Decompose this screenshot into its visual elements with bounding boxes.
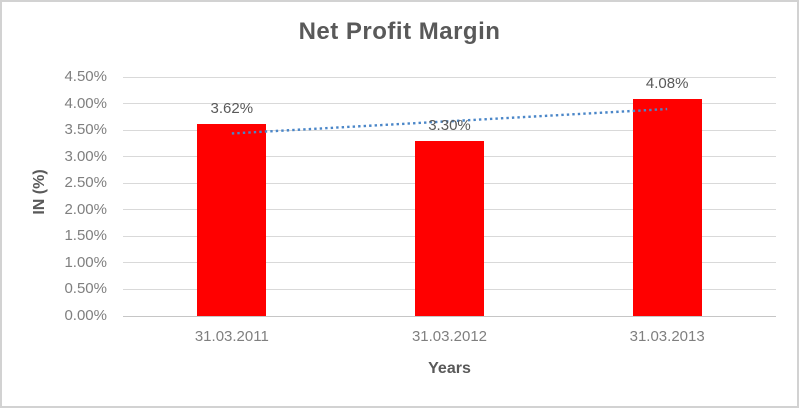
y-tick-label: 4.50% — [64, 68, 107, 85]
gridline — [123, 76, 776, 78]
bar — [632, 99, 702, 316]
y-tick-label: 3.00% — [64, 147, 107, 165]
x-tick-label: 31.03.2012 — [411, 328, 488, 345]
x-axis-title: Years — [428, 360, 471, 377]
data-label: 3.30% — [428, 116, 471, 134]
trendline-dotted-line — [231, 107, 668, 135]
gridline — [123, 129, 776, 131]
bar — [415, 140, 484, 316]
trendline — [231, 107, 668, 135]
gridline — [123, 103, 776, 105]
x-tick-label: 31.03.2013 — [629, 328, 705, 345]
y-tick-label: 3.50% — [64, 121, 107, 139]
y-tick-label: 2.00% — [64, 200, 107, 218]
bars-layer — [123, 77, 776, 316]
y-tick-label: 1.00% — [64, 253, 107, 271]
data-labels-layer: 3.62% 3.30% 4.08% — [123, 75, 776, 316]
bar — [197, 123, 267, 316]
y-tick-label: 4.00% — [64, 94, 107, 112]
data-label: 3.62% — [210, 99, 254, 117]
y-tick-label: 1.50% — [64, 227, 107, 245]
x-tick-label: 31.03.2011 — [194, 328, 269, 345]
y-tick-label: 0.00% — [64, 307, 107, 324]
y-tick-label: 0.50% — [64, 280, 107, 298]
chart-title: Net Profit Margin — [298, 18, 501, 45]
y-tick-label: 2.50% — [64, 174, 107, 192]
data-label: 4.08% — [645, 75, 689, 93]
plot-area: 3.62% 3.30% 4.08% — [123, 75, 776, 317]
x-axis-line — [123, 315, 776, 317]
